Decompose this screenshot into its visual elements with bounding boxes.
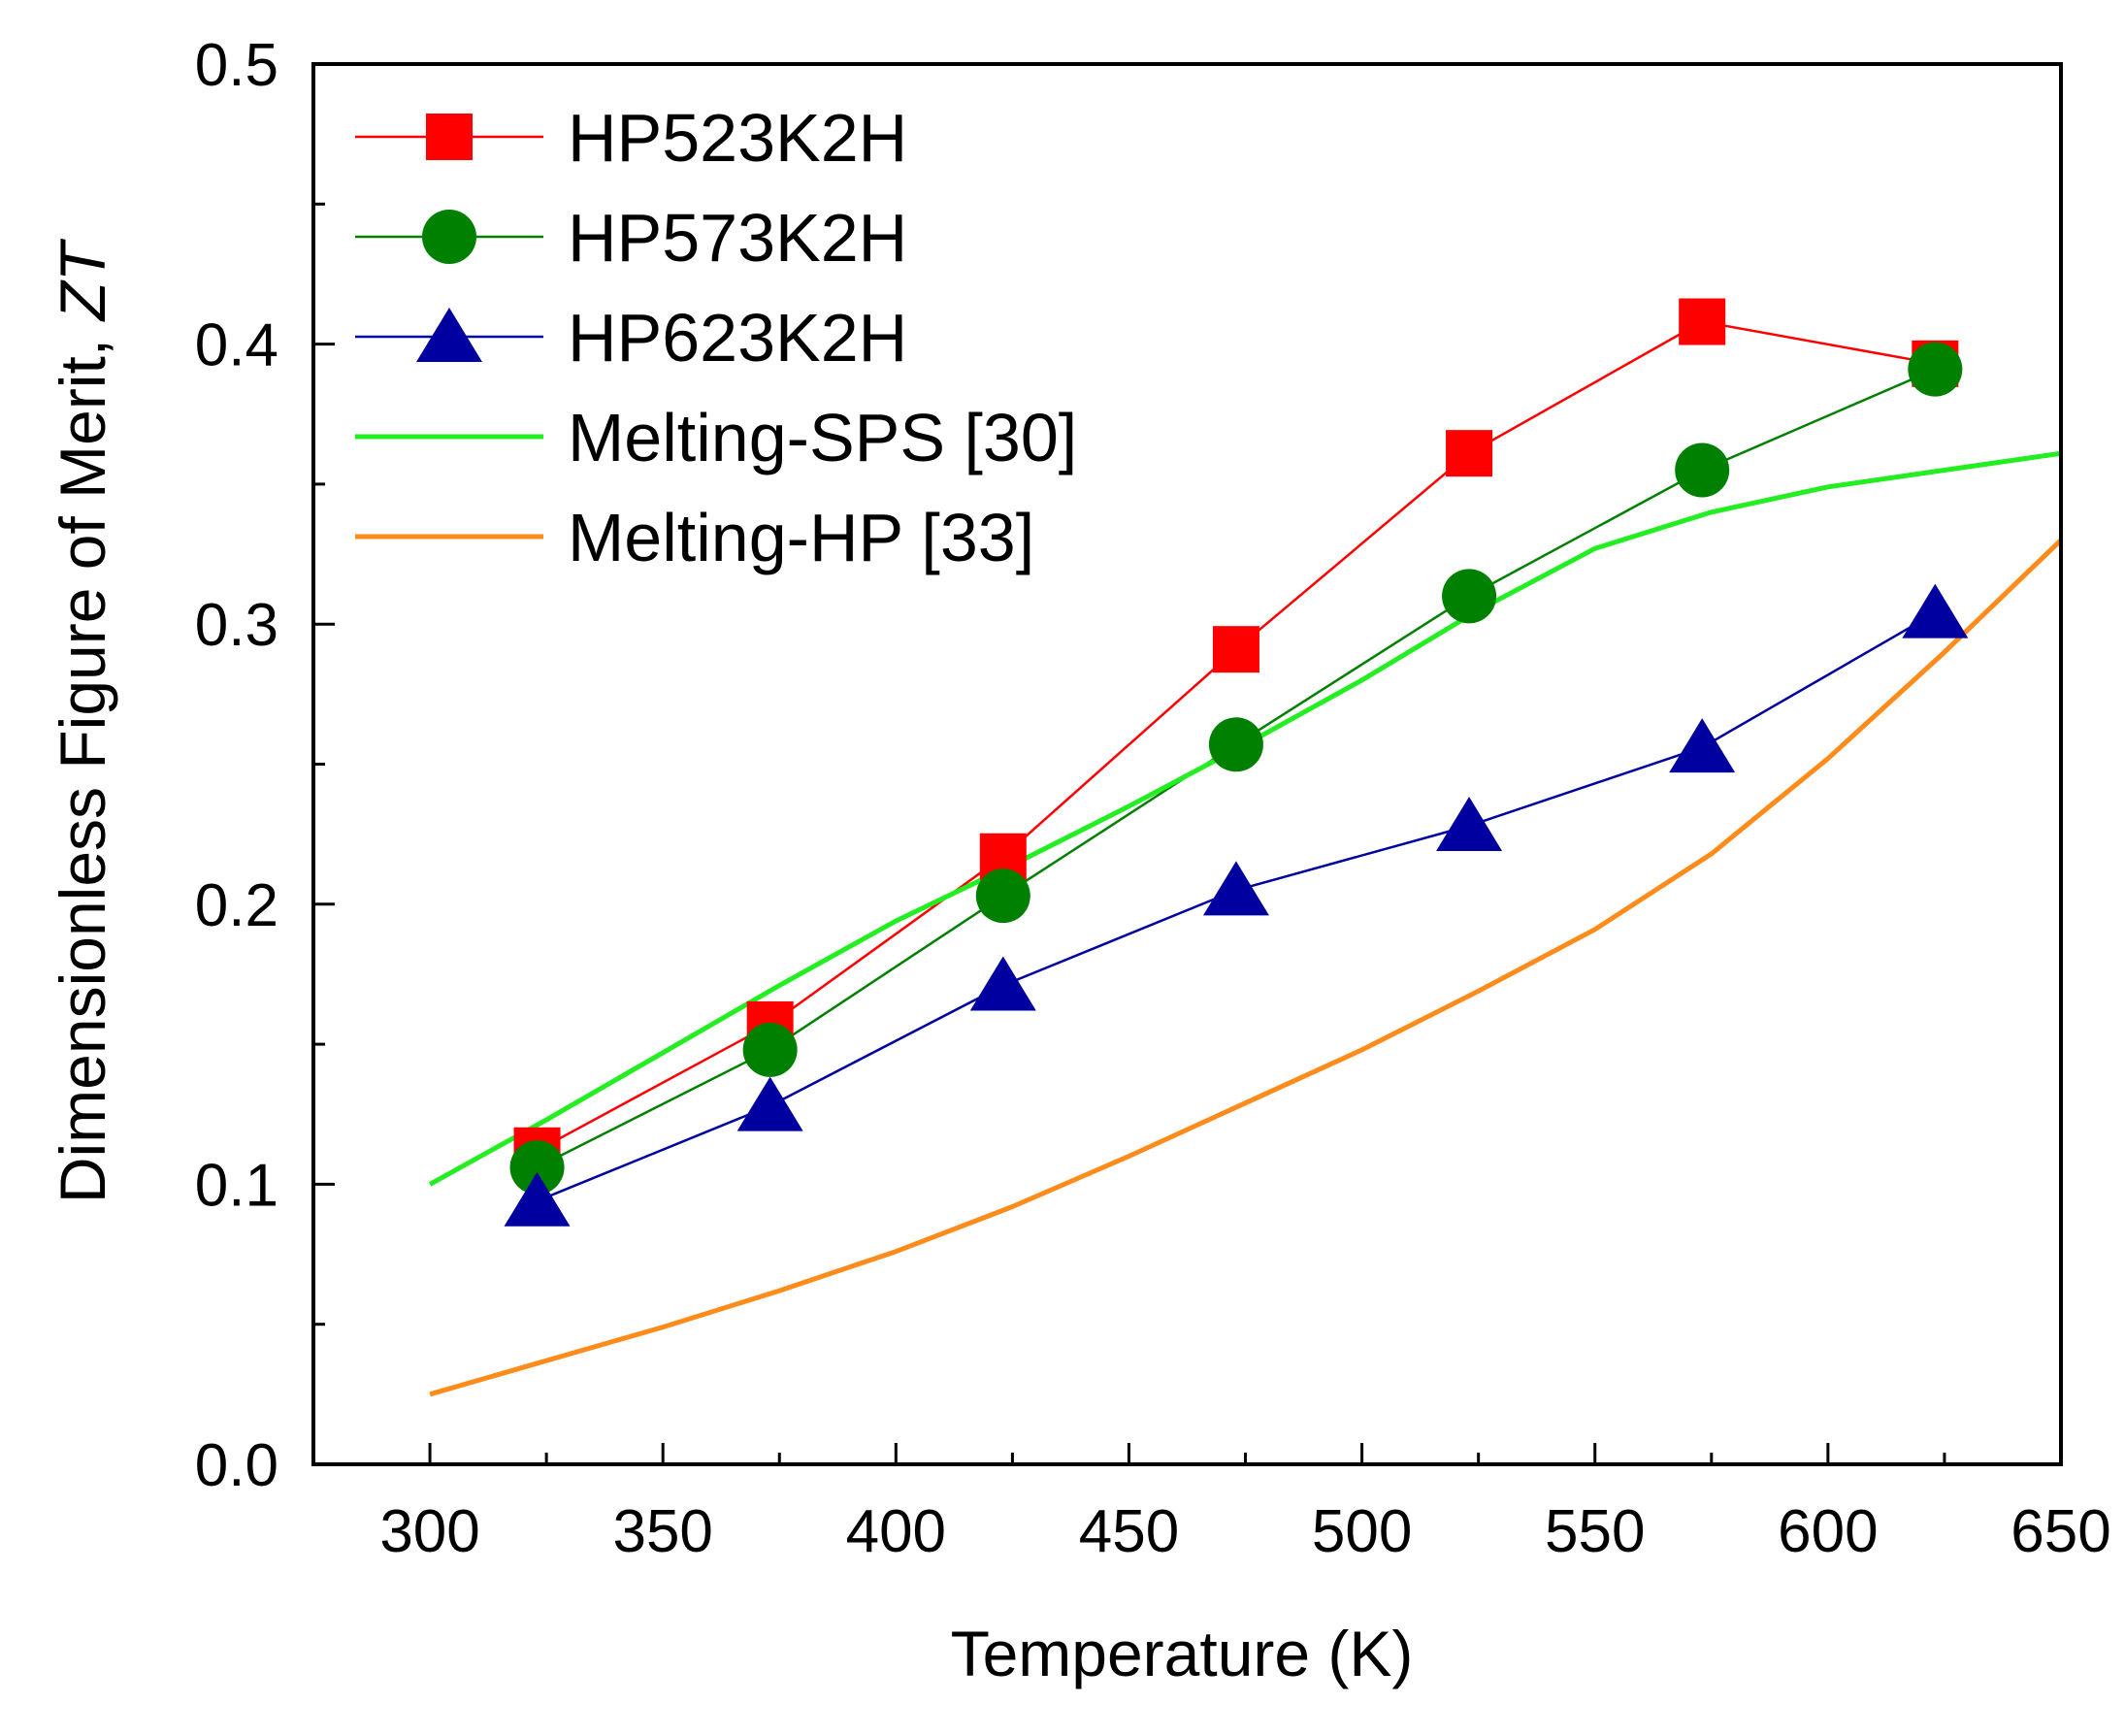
y-tick-label: 0.1	[195, 1152, 278, 1219]
legend-label: HP573K2H	[568, 200, 907, 276]
data-point-hp623k2h	[504, 1171, 571, 1227]
x-tick-label: 400	[846, 1498, 946, 1565]
legend-entry-hp573k2h: HP573K2H	[355, 200, 907, 276]
data-point-hp573k2h	[975, 868, 1030, 924]
plot-area	[428, 298, 2061, 1397]
y-tick-label: 0.3	[195, 592, 278, 659]
y-tick-label: 0.4	[195, 312, 278, 379]
x-tick-label: 550	[1545, 1498, 1645, 1565]
legend-label: Melting-SPS [30]	[568, 400, 1077, 475]
y-axis-title: Dimensionless Figure of Merit, ZT	[47, 238, 118, 1203]
y-tick-label: 0.2	[195, 872, 278, 939]
y-tick-label: 0.5	[195, 32, 278, 99]
legend-label: Melting-HP [33]	[568, 500, 1034, 575]
data-point-hp573k2h	[509, 1140, 565, 1196]
x-tick-label: 600	[1778, 1498, 1878, 1565]
legend-entry-hp623k2h: HP623K2H	[355, 300, 907, 376]
x-tick-label: 300	[379, 1498, 479, 1565]
x-tick-label: 450	[1079, 1498, 1179, 1565]
x-tick-label: 650	[2011, 1498, 2110, 1565]
series-line-melting-hp-33	[429, 538, 2061, 1397]
data-point-hp623k2h	[1202, 861, 1269, 916]
legend-marker	[416, 308, 482, 362]
data-point-hp623k2h	[969, 956, 1036, 1011]
legend-label: HP623K2H	[568, 300, 907, 376]
legend-marker	[426, 114, 473, 160]
data-point-hp573k2h	[1442, 569, 1497, 624]
x-tick-label: 350	[612, 1498, 712, 1565]
y-tick-label: 0.0	[195, 1432, 278, 1499]
data-point-hp623k2h	[1669, 718, 1736, 773]
x-tick-label: 500	[1312, 1498, 1412, 1565]
legend-entry-melting-sps-30: Melting-SPS [30]	[355, 400, 1077, 475]
data-point-hp623k2h	[1436, 796, 1503, 851]
legend-entry-hp523k2h: HP523K2H	[355, 100, 907, 176]
data-point-hp573k2h	[1908, 342, 1963, 397]
data-point-hp573k2h	[742, 1022, 798, 1077]
x-axis-title: Temperature (K)	[951, 1618, 1414, 1689]
data-point-hp623k2h	[1902, 583, 1969, 639]
legend-entry-melting-hp-33: Melting-HP [33]	[355, 500, 1034, 575]
data-point-hp523k2h	[1212, 626, 1259, 673]
legend-marker	[422, 210, 476, 264]
legend-label: HP523K2H	[568, 100, 907, 176]
axes: 300 350 400 450 500 550 600 650 0.0 0.1 0.2 0.3 0.4 0…	[195, 32, 2111, 1565]
data-point-hp573k2h	[1208, 717, 1263, 772]
y-axis-title-symbol: ZT	[47, 238, 118, 322]
data-point-hp523k2h	[1446, 430, 1493, 477]
data-point-hp523k2h	[1679, 298, 1726, 345]
data-point-hp623k2h	[736, 1076, 803, 1131]
legend: HP523K2H HP573K2H HP623K2H Melting-SPS [30]…	[355, 100, 1077, 575]
y-axis-title-text: Dimensionless Figure of Merit,	[47, 321, 118, 1204]
data-point-hp573k2h	[1675, 442, 1730, 498]
